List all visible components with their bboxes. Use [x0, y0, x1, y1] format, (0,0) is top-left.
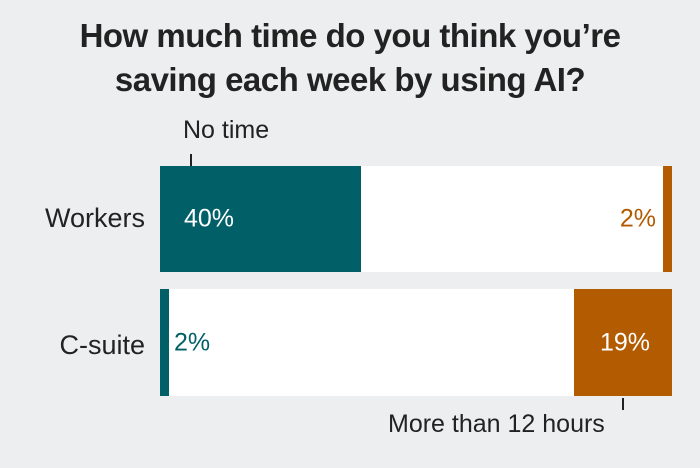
chart-title: How much time do you think you’re saving… — [0, 14, 700, 102]
value-workers-12h: 2% — [619, 204, 656, 233]
segment-workers-12h — [663, 166, 672, 272]
title-line-2: saving each week by using AI? — [114, 61, 586, 98]
segment-csuite-no-time — [160, 289, 169, 396]
bar-workers: 40% 2% — [160, 166, 672, 272]
annotation-tick-left — [190, 154, 192, 166]
value-csuite-no-time: 2% — [174, 328, 211, 356]
row-label-workers: Workers — [44, 203, 145, 233]
segment-csuite-12h: 19% — [574, 289, 672, 396]
annotation-no-time: No time — [183, 116, 270, 144]
title-line-1: How much time do you think you’re — [79, 17, 621, 54]
annotation-more-than-12-hours: More than 12 hours — [388, 410, 605, 438]
value-csuite-12h: 19% — [600, 328, 651, 356]
segment-workers-no-time: 40% — [160, 166, 361, 272]
bar-csuite: 2% 19% — [160, 289, 672, 396]
row-label-csuite: C-suite — [59, 330, 145, 360]
value-workers-no-time: 40% — [184, 204, 235, 233]
annotation-tick-right — [622, 398, 624, 410]
